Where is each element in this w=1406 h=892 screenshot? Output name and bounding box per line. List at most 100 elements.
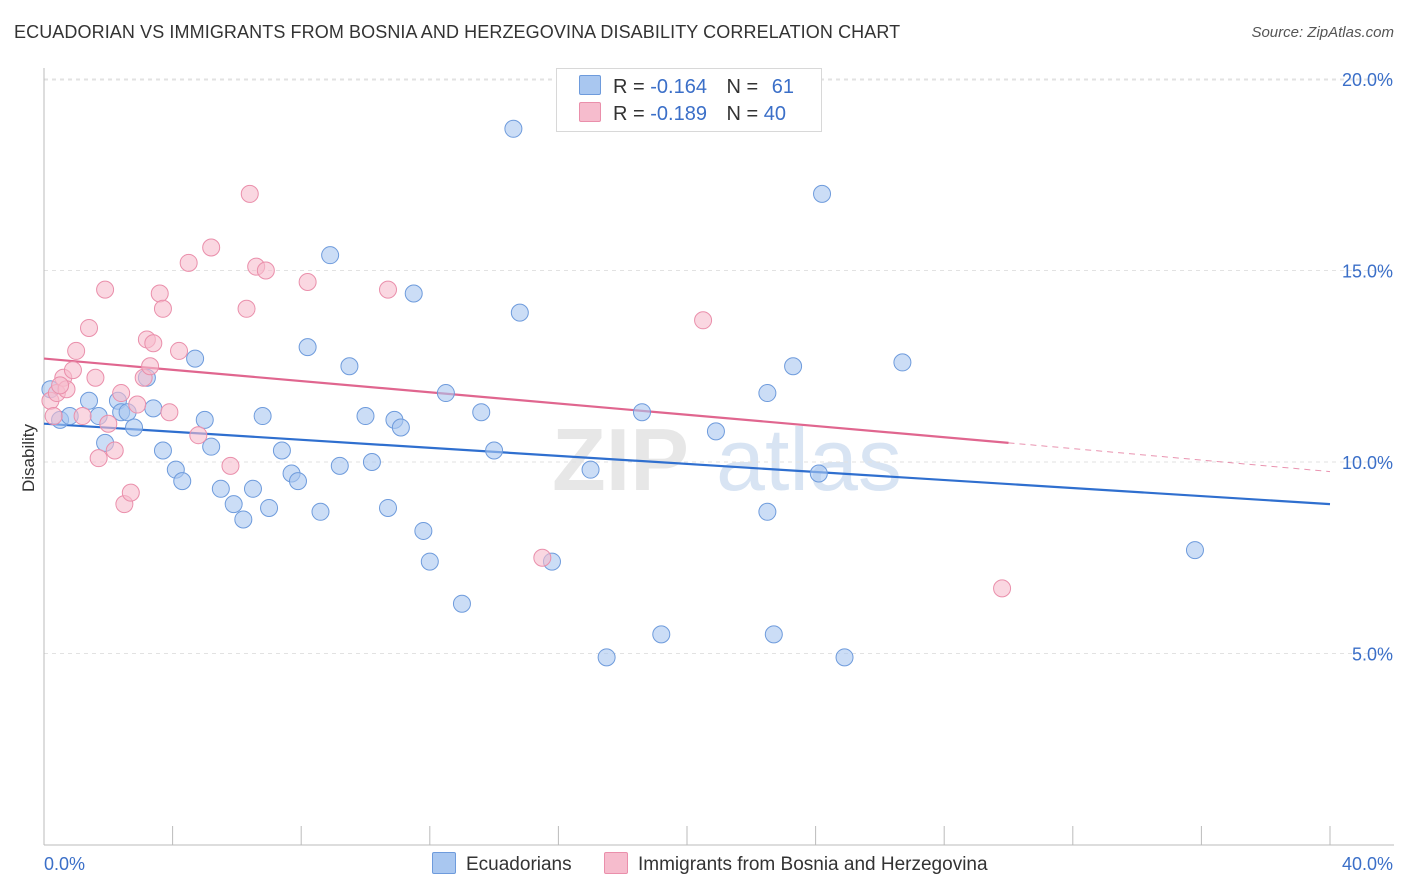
legend-n-value: 61 [771,76,795,98]
legend-n-label: N = [726,76,759,98]
point-ecuadorians [813,184,832,203]
legend-item-ecuadorians: Ecuadorians [432,852,572,876]
point-ecuadorians [144,399,163,418]
point-ecuadorians [597,648,616,667]
legend-r-value: -0.164 [650,76,707,98]
point-bosnia [63,361,82,380]
point-ecuadorians [234,510,253,529]
legend-label-bosnia: Immigrants from Bosnia and Herzegovina [638,854,988,875]
point-bosnia [144,334,163,353]
point-ecuadorians [391,418,410,437]
y-axis-label: Disability [19,423,38,492]
point-ecuadorians [652,625,671,644]
point-bosnia [86,368,105,387]
point-bosnia [44,407,63,426]
trend-line [43,422,1331,506]
legend-r-label: R = [613,76,645,98]
legend-n-label: N = [726,103,759,125]
point-bosnia [96,280,115,299]
point-ecuadorians [404,284,423,303]
point-ecuadorians [260,498,279,517]
point-ecuadorians [758,384,777,403]
source-credit: Source: ZipAtlas.com [1251,24,1394,41]
point-ecuadorians [311,502,330,521]
point-bosnia [80,318,99,337]
point-ecuadorians [195,410,214,429]
point-ecuadorians [764,625,783,644]
point-bosnia [99,414,118,433]
point-ecuadorians [243,479,262,498]
x-tick-label: 40.0% [1342,854,1393,874]
legend-row-ecuadorians: R = -0.164 N = 61 [579,75,795,99]
point-ecuadorians [362,453,381,471]
trend-line-extension [1008,442,1331,473]
point-bosnia [189,426,208,445]
point-bosnia [993,579,1012,598]
legend-swatch-pink [579,102,601,122]
point-ecuadorians [253,407,272,426]
point-ecuadorians [153,441,172,460]
chart-title: ECUADORIAN VS IMMIGRANTS FROM BOSNIA AND… [14,22,901,42]
watermark: ZIP atlas [552,410,902,509]
trend-lines [43,357,1331,506]
point-ecuadorians [504,119,523,138]
y-tick-label: 15.0% [1342,262,1393,282]
point-bosnia [533,548,552,567]
point-ecuadorians [330,456,349,475]
point-bosnia [179,253,198,272]
point-bosnia [379,280,398,299]
point-bosnia [153,299,172,318]
point-ecuadorians [321,246,340,265]
point-bosnia [89,449,108,468]
legend-row-bosnia: R = -0.189 N = 40 [579,102,787,126]
legend-item-bosnia: Immigrants from Bosnia and Herzegovina [604,852,988,876]
point-bosnia [694,311,713,330]
axes [43,68,1394,846]
y-tick-label: 5.0% [1352,645,1393,665]
point-bosnia [112,384,131,403]
point-ecuadorians [472,403,491,422]
point-ecuadorians [485,441,504,460]
point-ecuadorians [288,472,307,491]
legend-r-value: -0.189 [650,103,707,125]
point-ecuadorians [224,495,243,514]
y-tick-label: 20.0% [1342,70,1393,90]
point-bosnia [256,261,275,280]
legend-label-ecuadorians: Ecuadorians [466,854,572,875]
point-ecuadorians [80,391,99,410]
legend-swatch-bosnia [604,852,628,874]
trend-line [43,357,1009,444]
point-bosnia [67,341,86,360]
point-ecuadorians [510,303,529,322]
point-ecuadorians [186,349,205,368]
point-ecuadorians [436,384,455,403]
point-bosnia [105,441,124,460]
gridlines [44,78,1394,654]
point-ecuadorians [173,472,192,491]
point-ecuadorians [356,407,375,426]
point-bosnia [128,395,147,414]
point-bosnia [160,403,179,422]
point-bosnia [51,376,70,395]
point-ecuadorians [125,418,144,437]
tick-labels: 5.0% 10.0% 15.0% 20.0% 0.0% 40.0% [44,70,1393,874]
point-ecuadorians [893,353,912,372]
point-ecuadorians [758,502,777,521]
point-ecuadorians [835,648,854,667]
point-bosnia [202,238,221,257]
point-bosnia [121,483,140,502]
data-points [41,119,1204,667]
point-ecuadorians [379,498,398,517]
point-bosnia [170,341,189,360]
x-tick-label: 0.0% [44,854,85,874]
point-ecuadorians [809,464,828,483]
y-tick-label: 10.0% [1342,453,1393,473]
point-ecuadorians [632,403,651,422]
legend-n-value: 40 [763,103,787,125]
point-ecuadorians [452,594,471,613]
legend-swatch-ecuadorians [432,852,456,874]
point-ecuadorians [420,552,439,571]
point-ecuadorians [340,357,359,376]
point-ecuadorians [1185,541,1204,560]
